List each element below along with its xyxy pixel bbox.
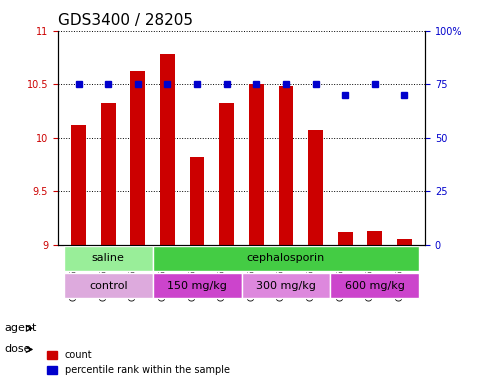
Legend: count, percentile rank within the sample: count, percentile rank within the sample — [43, 346, 234, 379]
FancyBboxPatch shape — [153, 246, 419, 271]
Bar — [338, 232, 353, 245]
FancyBboxPatch shape — [153, 273, 242, 298]
Bar — [367, 231, 382, 245]
Bar — [101, 103, 116, 245]
Bar — [71, 125, 86, 245]
Bar — [190, 157, 204, 245]
Bar — [219, 103, 234, 245]
FancyBboxPatch shape — [242, 273, 330, 298]
Bar — [397, 239, 412, 245]
Text: GDS3400 / 28205: GDS3400 / 28205 — [58, 13, 193, 28]
Text: agent: agent — [5, 323, 37, 333]
Text: 600 mg/kg: 600 mg/kg — [345, 281, 405, 291]
Text: control: control — [89, 281, 128, 291]
FancyBboxPatch shape — [64, 273, 153, 298]
FancyBboxPatch shape — [64, 246, 153, 271]
Bar — [308, 130, 323, 245]
Text: cephalosporin: cephalosporin — [247, 253, 325, 263]
Text: 150 mg/kg: 150 mg/kg — [167, 281, 227, 291]
Text: saline: saline — [92, 253, 125, 263]
Bar — [160, 54, 175, 245]
Bar — [249, 84, 264, 245]
Text: 300 mg/kg: 300 mg/kg — [256, 281, 316, 291]
Bar — [279, 86, 293, 245]
Text: dose: dose — [5, 344, 31, 354]
FancyBboxPatch shape — [330, 273, 419, 298]
Bar — [130, 71, 145, 245]
